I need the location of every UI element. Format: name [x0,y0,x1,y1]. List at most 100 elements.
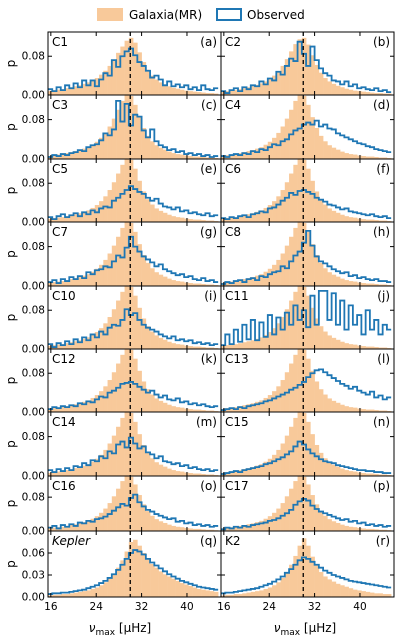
model-bar [335,583,341,597]
model-bar [340,468,345,476]
model-bar [352,90,358,95]
model-bar [77,277,83,286]
model-bar [158,274,164,286]
model-bar [365,528,371,531]
model-bar [335,85,341,95]
model-bar [318,572,324,597]
observed-step-line [221,497,392,531]
model-bar [255,522,260,531]
model-bar [196,92,202,95]
model-bar [205,157,210,159]
model-bar [52,282,57,286]
model-bar [229,217,235,222]
model-bar [56,594,62,597]
model-bar [301,476,307,531]
model-bar [331,581,337,597]
model-bar [179,527,185,531]
model-bar [60,526,66,531]
model-bar [263,588,269,597]
observed-step-line [221,229,392,285]
model-bar [280,126,286,159]
observed-step-line [48,493,219,530]
model-bar [99,328,104,349]
model-bar [205,284,210,286]
model-bar [94,205,100,222]
model-bar [242,152,247,159]
model-bar [209,347,215,349]
model-bar [175,580,181,597]
model-bar [188,528,193,531]
model-bar [103,508,108,531]
model-bar [365,92,371,95]
panel-c1: 0.00 0.08 C1 (a) p [4,31,222,102]
model-bar [209,93,215,95]
model-bar [369,156,375,159]
model-bar [246,404,252,412]
model-bar [276,323,281,349]
model-bar [242,342,247,349]
model-bar [250,277,256,286]
model-bar [82,83,87,95]
model-bar [327,519,332,531]
model-bar [267,332,273,349]
model-bar [162,522,168,531]
panel-name: C16 [52,479,76,493]
model-bar [365,156,371,159]
y-tick-label: 0.08 [22,305,45,317]
model-bar [145,389,151,412]
model-bar [141,318,147,349]
model-bar [56,89,62,95]
panel-c17: C17 (p) [220,475,395,532]
model-bar [374,410,379,412]
model-bar [171,153,176,159]
model-bar [314,127,320,159]
model-bar [133,168,138,222]
model-bar [145,69,151,95]
model-bar [94,395,100,412]
panel-tag: (l) [377,352,390,366]
panel-tag: (o) [200,479,217,493]
model-bar [280,380,286,412]
panel-c8: C8 (h) [220,221,395,287]
model-bar [60,281,66,286]
model-bar [289,51,294,95]
model-bar [133,484,138,531]
legend: Galaxia(MR) Observed [97,8,305,22]
model-bar [357,218,362,222]
observed-step-line [48,381,219,410]
model-bar [361,473,366,476]
model-bar [52,527,57,531]
model-bar [111,182,117,222]
model-bar [77,85,83,95]
model-bar [158,571,164,597]
x-tick-label: 24 [263,601,277,613]
model-bar [306,44,311,95]
model-bar [94,587,100,597]
model-bar [103,70,108,95]
model-bar [124,40,130,95]
x-axis-unit: [μHz] [119,621,151,635]
y-axis-title: p [4,314,18,322]
observed-step-line [48,185,219,220]
model-bar [201,347,206,349]
model-bar [263,397,269,412]
x-axis-subscript: max [280,628,300,638]
model-bar [69,152,74,159]
model-bar [221,346,226,349]
model-bar [90,207,96,222]
model-bar [52,594,57,597]
model-bar [209,284,215,286]
model-bar [382,529,388,531]
model-bar [344,216,349,222]
model-bar [267,205,273,222]
model-bar [188,219,193,222]
model-bar [196,409,202,412]
model-bar [284,245,290,286]
model-bar [103,196,108,222]
model-bar [103,386,108,412]
model-bar [297,95,303,159]
model-bar [141,254,147,286]
model-bar [301,349,307,412]
x-axis-symbol: ν [274,621,281,635]
